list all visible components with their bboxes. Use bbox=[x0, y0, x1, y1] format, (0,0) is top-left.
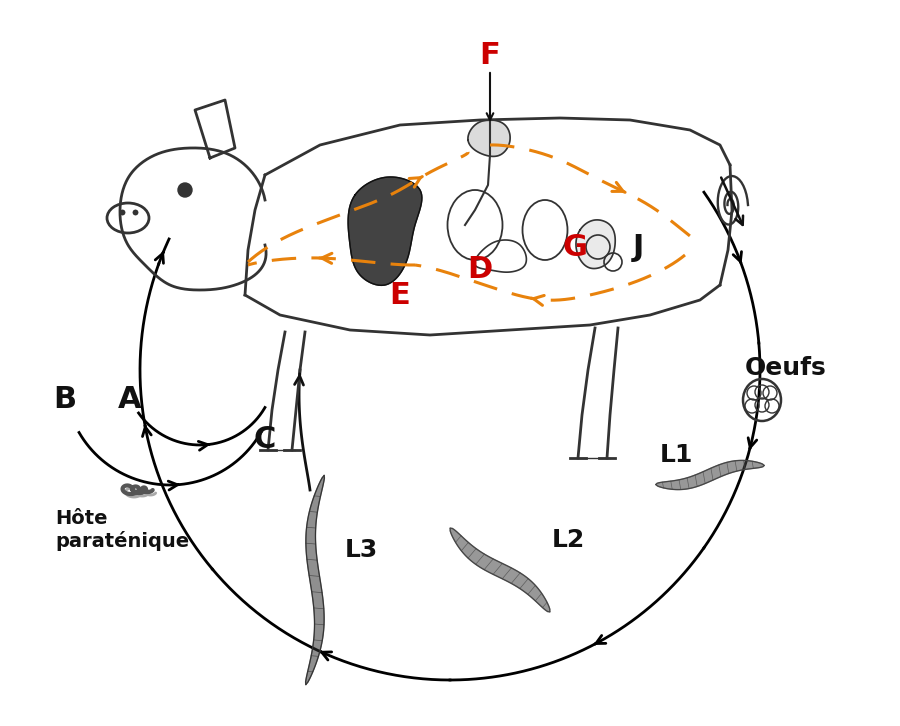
Polygon shape bbox=[450, 529, 550, 612]
Text: L3: L3 bbox=[345, 538, 378, 562]
Polygon shape bbox=[576, 220, 616, 269]
Text: Oeufs: Oeufs bbox=[745, 356, 827, 380]
Polygon shape bbox=[306, 476, 324, 685]
Polygon shape bbox=[468, 120, 510, 156]
Polygon shape bbox=[348, 177, 422, 285]
Text: D: D bbox=[467, 256, 492, 285]
Text: A: A bbox=[118, 386, 142, 415]
Text: C: C bbox=[254, 425, 276, 454]
Text: L1: L1 bbox=[660, 443, 693, 467]
Polygon shape bbox=[656, 460, 764, 489]
Text: L2: L2 bbox=[552, 528, 585, 552]
Text: F: F bbox=[480, 41, 500, 70]
Text: J: J bbox=[633, 234, 643, 263]
Text: G: G bbox=[562, 234, 588, 263]
Text: B: B bbox=[53, 386, 76, 415]
Circle shape bbox=[178, 183, 192, 197]
Text: Hôte
paraténique: Hôte paraténique bbox=[55, 509, 189, 551]
Text: E: E bbox=[390, 280, 410, 309]
